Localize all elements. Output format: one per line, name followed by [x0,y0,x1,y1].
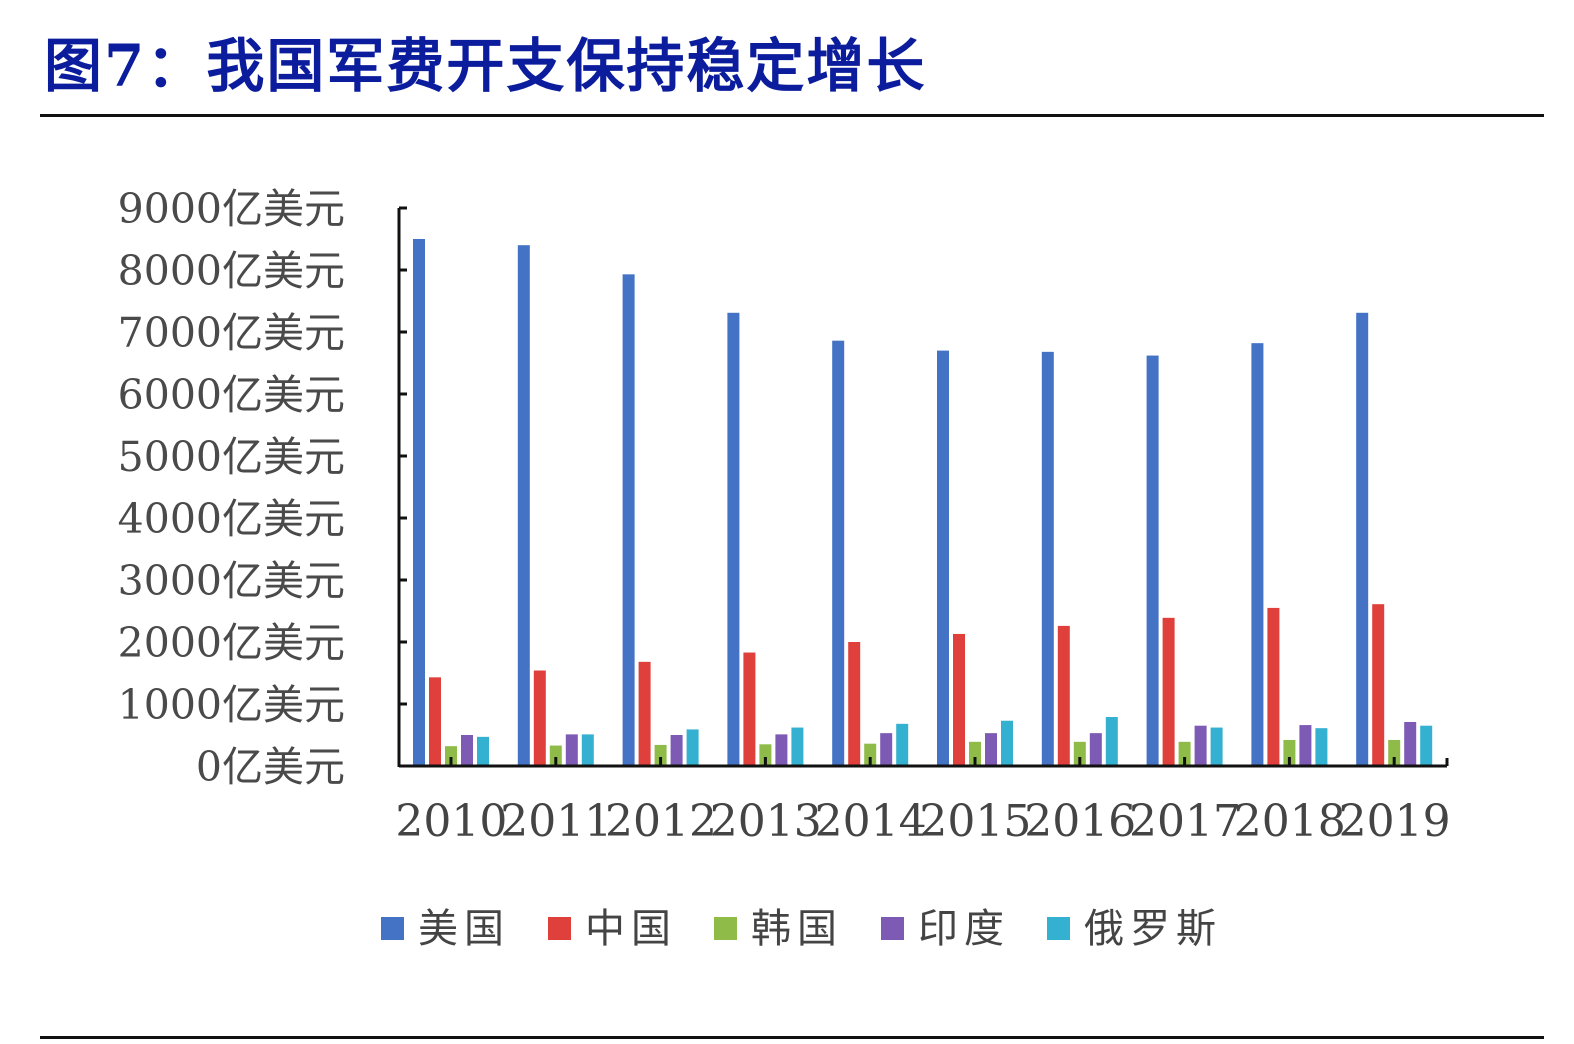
x-tick-label: 2019 [1339,796,1451,847]
y-axis-ticks: 0亿美元 1000亿美元 2000亿美元 3000亿美元 4000亿美元 5000亿美元 6… [118,185,1449,791]
bar-2013-0 [727,312,740,766]
y-tick-label: 3000亿美元 [118,557,345,605]
legend-entry: 俄罗斯 [1084,906,1222,952]
bar-2013-4 [791,727,804,766]
y-tick-label: 8000亿美元 [118,247,345,295]
x-tick-label: 2014 [815,796,927,847]
legend-entry: 印度 [918,906,1010,952]
legend-entry: 中国 [585,906,677,952]
y-tick-label: 5000亿美元 [118,433,345,481]
title-divider [40,114,1544,117]
bar-2015-4 [1001,720,1013,766]
bar-2016-2 [1073,741,1086,766]
legend-swatch [881,917,904,940]
bar-2011-2 [549,745,562,766]
bar-2018-0 [1251,343,1264,766]
bar-2010-3 [461,735,473,766]
y-tick-label: 0亿美元 [196,743,345,791]
legend-swatch [381,917,404,940]
y-tick-label: 4000亿美元 [118,495,345,543]
bar-2013-3 [775,734,788,766]
legend-swatch [548,917,571,940]
x-tick-label: 2011 [500,796,612,847]
bar-2013-1 [743,652,756,766]
bar-2016-0 [1041,351,1054,766]
bar-2013-2 [759,744,772,766]
bar-2014-1 [848,642,861,766]
bar-2016-1 [1057,625,1070,766]
y-tick-label: 2000亿美元 [118,619,345,667]
bar-2014-4 [896,723,909,766]
bar-2014-2 [864,743,877,766]
bar-2014-0 [832,340,845,766]
bar-2016-4 [1105,717,1118,766]
bar-2017-2 [1178,741,1191,766]
bar-2019-0 [1356,312,1369,766]
bar-2012-4 [686,729,699,766]
bar-2011-3 [565,734,578,766]
x-tick-label: 2018 [1234,796,1346,847]
bar-2012-1 [638,661,651,766]
bar-2019-2 [1388,739,1401,766]
legend-swatch [714,917,737,940]
bar-2015-1 [953,633,965,766]
bar-2012-2 [654,744,667,766]
bar-2011-1 [533,670,546,766]
legend: 美国 中国 韩国 印度 俄罗斯 [381,906,1222,952]
bar-2018-4 [1315,728,1328,766]
legend-entry: 美国 [418,906,510,952]
bar-2010-4 [477,736,489,766]
bar-2019-1 [1372,604,1385,766]
x-tick-label: 2015 [919,796,1031,847]
x-tick-label: 2010 [395,796,507,847]
legend-swatch [1047,917,1070,940]
bar-2015-3 [985,733,997,766]
bar-2010-2 [445,746,457,766]
bar-2016-3 [1089,733,1102,766]
x-tick-label: 2012 [605,796,717,847]
bar-2019-3 [1404,721,1417,766]
y-tick-label: 9000亿美元 [118,185,345,233]
bar-2018-3 [1299,725,1312,766]
y-tick-label: 7000亿美元 [118,309,345,357]
y-tick-label: 1000亿美元 [118,681,345,729]
legend-entry: 韩国 [751,906,843,952]
bar-2015-0 [937,350,949,766]
y-tick-label: 6000亿美元 [118,371,345,419]
figure-title: 图7：我国军费开支保持稳定增长 [44,32,927,100]
bar-2011-4 [581,734,594,766]
footer-divider [40,1036,1544,1039]
bar-2010-1 [429,677,441,766]
x-tick-label: 2016 [1024,796,1136,847]
bar-2019-4 [1420,725,1433,766]
bar-2010-0 [413,239,425,766]
bar-2012-3 [670,735,683,766]
bar-2014-3 [880,733,893,766]
x-tick-label: 2017 [1129,796,1241,847]
bars [413,239,1433,766]
bar-2017-4 [1210,727,1223,766]
bar-2018-1 [1267,607,1280,766]
bar-2017-0 [1146,355,1159,766]
bar-2011-0 [517,245,530,766]
bar-2018-2 [1283,739,1296,766]
x-tick-label: 2013 [710,796,822,847]
bar-2015-2 [969,741,981,766]
bar-2017-1 [1162,617,1175,766]
bar-2012-0 [622,274,635,766]
bar-2017-3 [1194,725,1207,766]
